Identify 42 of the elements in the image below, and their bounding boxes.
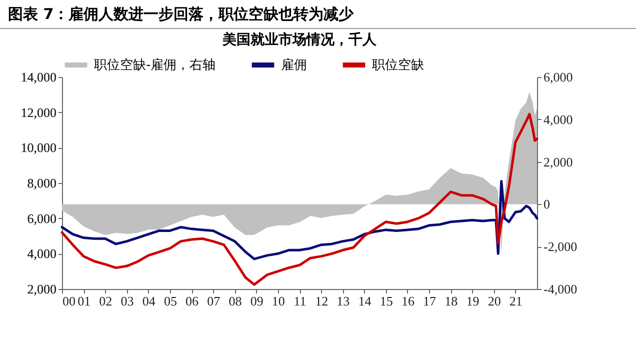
x-tick-label: 04: [142, 294, 156, 308]
x-tick-label: 00: [62, 294, 76, 308]
legend-label: 职位空缺: [372, 58, 424, 73]
x-tick-label: 14: [358, 294, 372, 308]
x-tick-label: 02: [99, 294, 112, 308]
y-tick-label: 12,000: [20, 104, 56, 120]
x-tick-label: 20: [488, 294, 501, 308]
x-tick-label: 06: [186, 294, 200, 308]
chart-subtitle: 美国就业市场情况，千人: [222, 31, 378, 48]
x-tick-label: 21: [509, 294, 522, 308]
x-tick-label: 17: [423, 294, 437, 308]
x-tick-label: 09: [250, 294, 264, 308]
y2-tick-label: 2,000: [544, 154, 573, 170]
y-tick-label: 8,000: [27, 176, 56, 190]
y-tick-label: 14,000: [20, 70, 56, 84]
line-series: [60, 112, 538, 286]
y-tick-label: 2,000: [27, 282, 56, 296]
x-tick-label: 03: [120, 294, 134, 308]
x-tick-label: 15: [380, 294, 393, 308]
x-tick-label: 16: [401, 294, 415, 308]
legend-label: 雇佣: [281, 57, 307, 73]
y2-tick-label: 6,000: [544, 70, 573, 84]
x-tick-label: 12: [315, 294, 328, 308]
x-tick-label: 05: [164, 294, 177, 308]
x-tick-label: 01: [78, 294, 91, 308]
x-tick-label: 10: [272, 294, 285, 308]
y2-tick-label: -4,000: [544, 282, 578, 296]
x-tick-label: 11: [294, 294, 306, 308]
x-tick-label: 08: [228, 294, 242, 308]
y2-tick-label: 4,000: [544, 112, 573, 127]
y-tick-label: 10,000: [20, 140, 56, 156]
y2-tick-label: -2,000: [544, 239, 578, 254]
legend-label: 职位空缺-雇佣，右轴: [94, 57, 216, 73]
x-tick-label: 18: [444, 294, 458, 308]
x-tick-label: 07: [207, 294, 221, 308]
chart-title: 图表 7：雇佣人数进一步回落，职位空缺也转为减少: [0, 0, 636, 29]
x-tick-label: 13: [336, 294, 350, 308]
x-tick-label: 19: [466, 294, 480, 308]
y-tick-label: 4,000: [27, 246, 56, 262]
y2-tick-label: 0: [544, 196, 550, 212]
y-tick-label: 6,000: [27, 210, 56, 226]
line-series: [60, 180, 538, 260]
